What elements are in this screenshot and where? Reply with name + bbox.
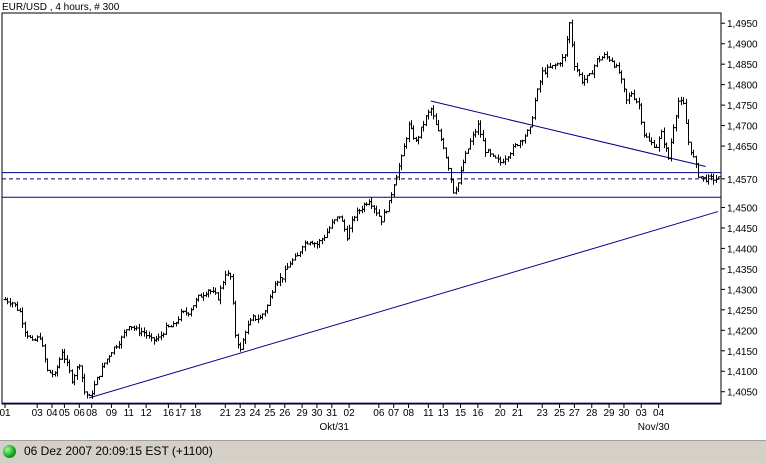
x-axis-tick-label: 12 xyxy=(141,408,153,419)
x-axis-tick-label: 27 xyxy=(569,408,581,419)
x-axis-tick-label: 30 xyxy=(311,408,323,419)
x-axis-tick-label: 25 xyxy=(554,408,566,419)
connection-status-icon xyxy=(3,445,16,458)
x-axis-month-label: Nov/30 xyxy=(638,422,670,433)
x-axis-tick-label: 03 xyxy=(636,408,648,419)
x-axis-tick-label: 21 xyxy=(512,408,524,419)
y-axis-tick-label: 1,4650 xyxy=(727,142,758,153)
y-axis-tick-label: 1,4950 xyxy=(727,19,758,30)
x-axis-tick-label: 08 xyxy=(86,408,98,419)
x-axis-tick-label: 23 xyxy=(537,408,549,419)
x-axis-tick-label: 06 xyxy=(373,408,385,419)
y-axis-tick-label: 1,4200 xyxy=(727,326,758,337)
ohlc-chart[interactable]: 1,4950 1,4900 1,4850 1,4800 1,4750 1,4700 1,46… xyxy=(0,0,766,440)
x-axis-tick-label: 11 xyxy=(423,408,434,419)
x-axis-tick-label: 11 xyxy=(124,408,135,419)
y-axis-tick-label: 1,4150 xyxy=(727,347,758,358)
chart-area[interactable]: 1,4950 1,4900 1,4850 1,4800 1,4750 1,4700 1,46… xyxy=(0,0,766,440)
x-axis-tick-label: 04 xyxy=(46,408,58,419)
y-axis-tick-label: 1,4750 xyxy=(727,101,758,112)
x-axis-tick-label: 20 xyxy=(495,408,507,419)
y-axis-tick-label: 1,4450 xyxy=(727,224,758,235)
status-timestamp: 06 Dez 2007 20:09:15 EST (+1100) xyxy=(24,444,213,458)
x-axis-tick-label: 13 xyxy=(438,408,450,419)
y-axis-tick-label: 1,4900 xyxy=(727,40,758,51)
y-axis-tick-label: 1,4850 xyxy=(727,60,758,71)
x-axis-tick-label: 02 xyxy=(344,408,356,419)
chart-title: EUR/USD , 4 hours, # 300 xyxy=(2,2,120,13)
y-axis-tick-label: 1,4400 xyxy=(727,244,758,255)
x-axis-tick-label: 25 xyxy=(264,408,276,419)
y-axis-tick-label: 1,4800 xyxy=(727,81,758,92)
x-axis-tick-label: 01 xyxy=(0,408,11,419)
y-axis-tick-label: 1,4500 xyxy=(727,203,758,214)
x-axis-tick-label: 18 xyxy=(190,408,202,419)
x-axis-tick-label: 29 xyxy=(297,408,309,419)
trendline[interactable] xyxy=(89,211,719,399)
y-axis-tick-label: 1,4300 xyxy=(727,285,758,296)
trendline[interactable] xyxy=(430,100,706,168)
x-axis-tick-label: 05 xyxy=(59,408,71,419)
x-axis-tick-label: 07 xyxy=(388,408,400,419)
x-axis-month-label: Okt/31 xyxy=(320,422,350,433)
x-axis-tick-label: 09 xyxy=(106,408,118,419)
x-axis-tick-label: 24 xyxy=(249,408,261,419)
x-axis-tick-label: 26 xyxy=(279,408,291,419)
x-axis-tick-label: 15 xyxy=(455,408,467,419)
y-axis-tick-label: 1,4570 xyxy=(727,175,758,186)
x-axis-tick-label: 21 xyxy=(220,408,232,419)
plot-area xyxy=(1,12,722,405)
x-axis-tick-label: 08 xyxy=(403,408,415,419)
x-axis-tick-label: 30 xyxy=(618,408,630,419)
x-axis-tick-label: 16 xyxy=(472,408,484,419)
x-axis-tick-label: 03 xyxy=(32,408,44,419)
y-axis-tick-label: 1,4050 xyxy=(727,388,758,399)
status-bar: 06 Dez 2007 20:09:15 EST (+1100) xyxy=(0,440,766,463)
y-axis-tick-label: 1,4100 xyxy=(727,367,758,378)
x-axis-tick-label: 06 xyxy=(74,408,86,419)
y-axis-tick-label: 1,4700 xyxy=(727,122,758,133)
y-axis-tick-label: 1,4250 xyxy=(727,306,758,317)
x-axis-tick-label: 23 xyxy=(235,408,247,419)
x-axis-tick-label: 16 xyxy=(163,408,175,419)
x-axis-tick-label: 04 xyxy=(653,408,665,419)
x-axis-tick-label: 31 xyxy=(326,408,338,419)
x-axis-tick-label: 29 xyxy=(604,408,616,419)
x-axis-tick-label: 28 xyxy=(586,408,598,419)
x-axis-tick-label: 17 xyxy=(175,408,187,419)
y-axis-tick-label: 1,4350 xyxy=(727,265,758,276)
